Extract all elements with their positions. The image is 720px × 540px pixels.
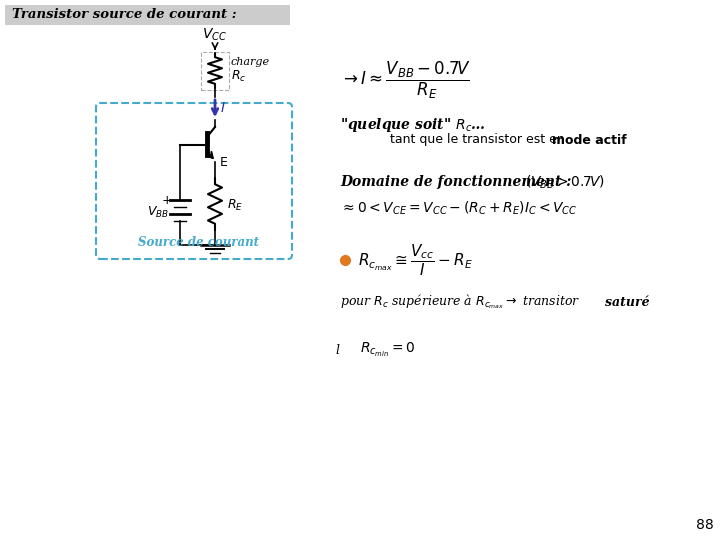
- Text: Source de courant: Source de courant: [138, 235, 259, 248]
- Text: $R_{c_{min}} = 0$: $R_{c_{min}} = 0$: [360, 341, 415, 359]
- Text: $R_c$: $R_c$: [231, 69, 246, 84]
- Text: $\approx 0 < V_{CE} = V_{CC} - (R_C + R_E)I_C < V_{CC}$: $\approx 0 < V_{CE} = V_{CC} - (R_C + R_…: [340, 199, 577, 217]
- Text: $(V_{BB}>0.7V)$: $(V_{BB}>0.7V)$: [525, 173, 605, 191]
- Text: $\rightarrow I \approx \dfrac{V_{BB}-0.7V}{R_E}$: $\rightarrow I \approx \dfrac{V_{BB}-0.7…: [340, 59, 471, 100]
- Text: mode actif: mode actif: [552, 133, 626, 146]
- Text: tant que le transistor est en: tant que le transistor est en: [390, 133, 569, 146]
- Text: Domaine de fonctionnement :: Domaine de fonctionnement :: [340, 175, 572, 189]
- Text: $R_E$: $R_E$: [227, 198, 243, 213]
- Text: saturé: saturé: [605, 295, 649, 308]
- Text: 88: 88: [696, 518, 714, 532]
- Text: Transistor source de courant :: Transistor source de courant :: [12, 9, 237, 22]
- FancyBboxPatch shape: [5, 5, 290, 25]
- Text: "quelque soit" $R_c$…: "quelque soit" $R_c$…: [340, 116, 485, 134]
- Text: E: E: [220, 156, 228, 168]
- Text: +: +: [162, 193, 172, 206]
- Text: pour $R_c$ supérieure à $R_{c_{max}} \rightarrow$ transitor: pour $R_c$ supérieure à $R_{c_{max}} \ri…: [340, 293, 580, 311]
- Text: $V_{CC}$: $V_{CC}$: [202, 26, 228, 43]
- Text: $I$: $I$: [220, 101, 225, 115]
- Text: $R_{c_{max}} \cong \dfrac{V_{cc}}{I} - R_E$: $R_{c_{max}} \cong \dfrac{V_{cc}}{I} - R…: [358, 242, 473, 278]
- Text: $V_{BB}$: $V_{BB}$: [147, 205, 169, 220]
- Text: charge: charge: [231, 57, 270, 67]
- Text: l: l: [335, 343, 339, 356]
